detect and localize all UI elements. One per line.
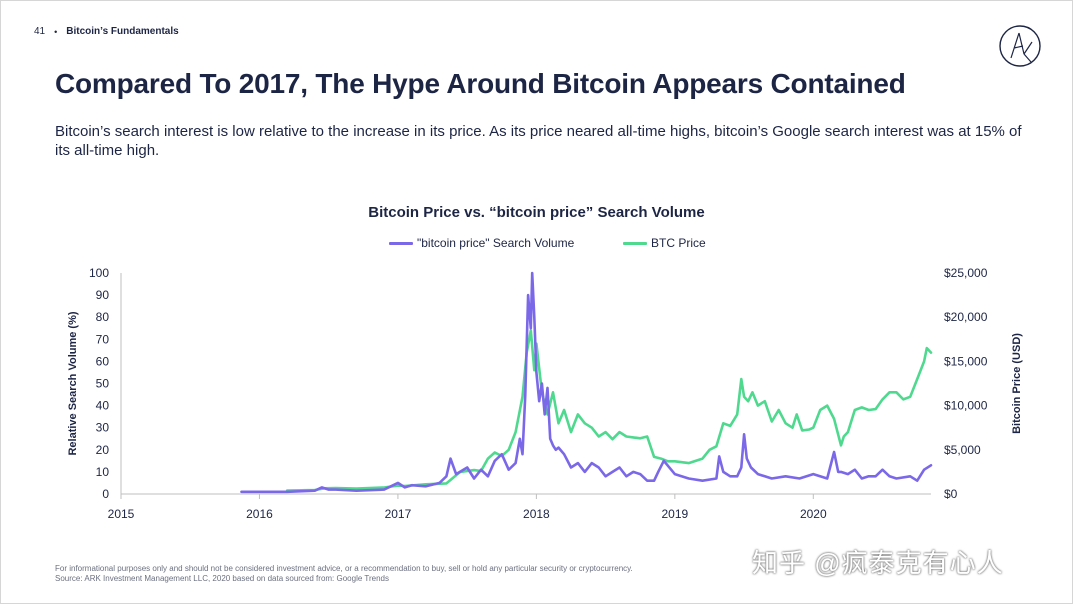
y-left-tick-label: 30 (96, 421, 110, 435)
watermark: 知乎 @疯泰克有心人 (752, 548, 1004, 578)
y-right-tick-label: $25,000 (944, 266, 988, 280)
series-line-search-volume (240, 271, 933, 494)
header-separator: • (54, 26, 58, 37)
x-tick-label: 2019 (661, 507, 688, 521)
section-name: Bitcoin’s Fundamentals (66, 26, 179, 37)
legend-swatch-btc-price (623, 241, 647, 245)
y-left-axis-label: Relative Search Volume (%) (67, 311, 79, 455)
y-left-tick-label: 100 (89, 266, 109, 280)
x-tick-label: 2018 (523, 507, 550, 521)
y-left-tick-label: 40 (96, 399, 110, 413)
y-right-tick-label: $15,000 (944, 354, 988, 368)
slide-header: 41 • Bitcoin’s Fundamentals (34, 26, 179, 37)
y-left-tick-label: 60 (96, 354, 110, 368)
page-title: Compared To 2017, The Hype Around Bitcoi… (55, 68, 906, 99)
page-number: 41 (34, 26, 46, 37)
y-right-tick-label: $5,000 (944, 443, 981, 457)
y-right-tick-label: $20,000 (944, 310, 988, 324)
x-tick-label: 2017 (385, 507, 412, 521)
y-left-tick-label: 90 (96, 288, 110, 302)
y-left-tick-label: 80 (96, 310, 110, 324)
legend-label-search-volume: "bitcoin price" Search Volume (417, 236, 575, 250)
y-left-tick-label: 10 (96, 465, 110, 479)
footnote-disclaimer: For informational purposes only and shou… (55, 564, 633, 573)
x-tick-label: 2020 (800, 507, 827, 521)
y-left-tick-label: 20 (96, 443, 110, 457)
x-tick-label: 2016 (246, 507, 273, 521)
footnote: For informational purposes only and shou… (55, 564, 633, 584)
ark-logo-icon (999, 25, 1041, 67)
legend-label-btc-price: BTC Price (651, 236, 706, 250)
chart-title: Bitcoin Price vs. “bitcoin price” Search… (368, 204, 705, 221)
chart-legend: "bitcoin price" Search Volume BTC Price (0, 236, 1073, 252)
y-left-tick-label: 70 (96, 332, 110, 346)
x-tick-label: 2015 (108, 507, 135, 521)
y-right-axis-label: Bitcoin Price (USD) (1011, 333, 1023, 434)
y-right-tick-label: $10,000 (944, 399, 988, 413)
y-left-tick-label: 50 (96, 377, 110, 391)
legend-item-search-volume: "bitcoin price" Search Volume (389, 236, 574, 250)
legend-swatch-search-volume (389, 241, 413, 245)
chart-plot: 0 10 20 30 40 50 60 70 80 90 100 $0 $5,000 $10,000 $15… (67, 266, 1023, 521)
y-left-tick-label: 0 (102, 487, 109, 501)
legend-item-btc-price: BTC Price (623, 236, 706, 250)
page-subtitle: Bitcoin’s search interest is low relativ… (55, 123, 1022, 159)
series-line-btc-price (285, 329, 933, 492)
y-right-tick-label: $0 (944, 487, 958, 501)
footnote-source: Source: ARK Investment Management LLC, 2… (55, 574, 389, 583)
